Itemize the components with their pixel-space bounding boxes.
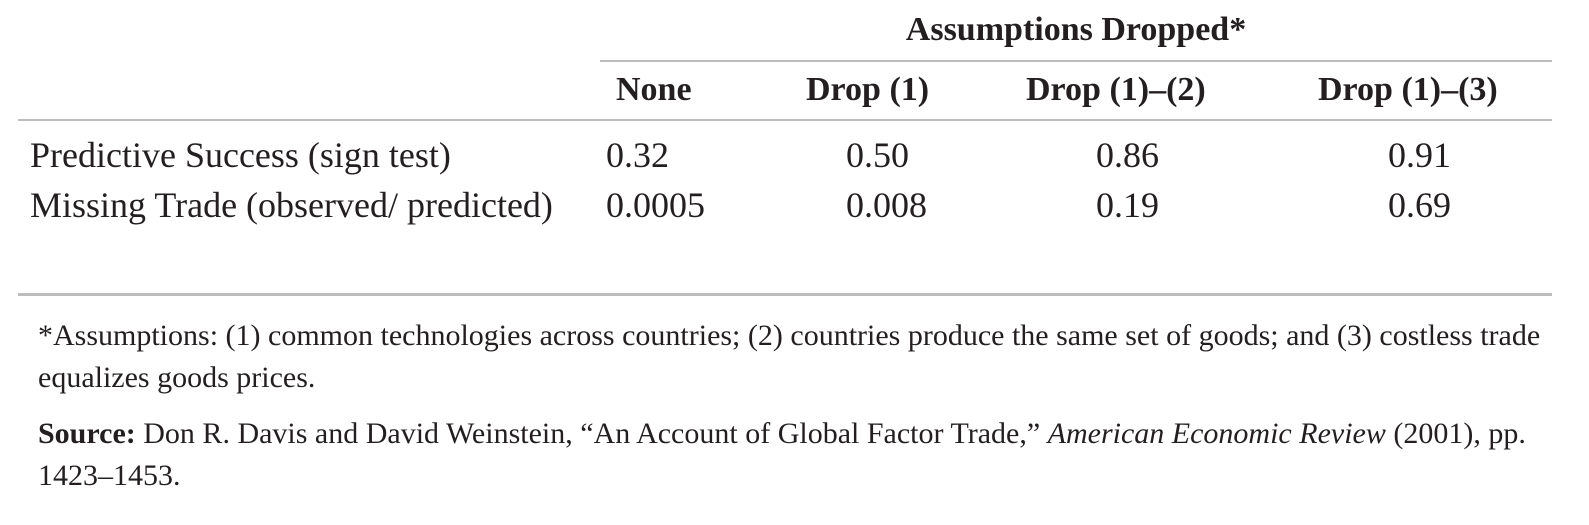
row-label-missing-trade: Missing Trade (observed/ predicted) — [30, 185, 553, 225]
cell-predictive-none: 0.32 — [606, 135, 669, 175]
cell-missing-drop-1: 0.008 — [846, 185, 927, 225]
source-note: Source: Don R. Davis and David Weinstein… — [38, 413, 1558, 497]
column-header-drop-1: Drop (1) — [806, 71, 930, 108]
source-citation: Don R. Davis and David Weinstein, “An Ac… — [135, 417, 1048, 450]
column-header-drop-1-3: Drop (1)–(3) — [1318, 71, 1498, 108]
column-header-drop-1-2: Drop (1)–(2) — [1026, 71, 1206, 108]
source-pages: (2001), pp. 1423–1453. — [38, 417, 1526, 492]
column-header-none: None — [616, 71, 692, 108]
header-rule — [18, 119, 1552, 121]
cell-missing-drop-1-3: 0.69 — [1388, 185, 1451, 225]
cell-predictive-drop-1-3: 0.91 — [1388, 135, 1451, 175]
cell-predictive-drop-1: 0.50 — [846, 135, 909, 175]
group-header: Assumptions Dropped* — [905, 11, 1247, 48]
row-label-predictive-success: Predictive Success (sign test) — [30, 135, 451, 175]
assumptions-footnote: *Assumptions: (1) common technologies ac… — [38, 319, 1541, 394]
cell-missing-none: 0.0005 — [606, 185, 705, 225]
footer-rule — [18, 293, 1552, 296]
cell-predictive-drop-1-2: 0.86 — [1096, 135, 1159, 175]
group-header-rule — [600, 60, 1552, 62]
cell-missing-drop-1-2: 0.19 — [1096, 185, 1159, 225]
source-journal: American Economic Review — [1047, 417, 1386, 450]
source-label: Source: — [38, 417, 136, 450]
